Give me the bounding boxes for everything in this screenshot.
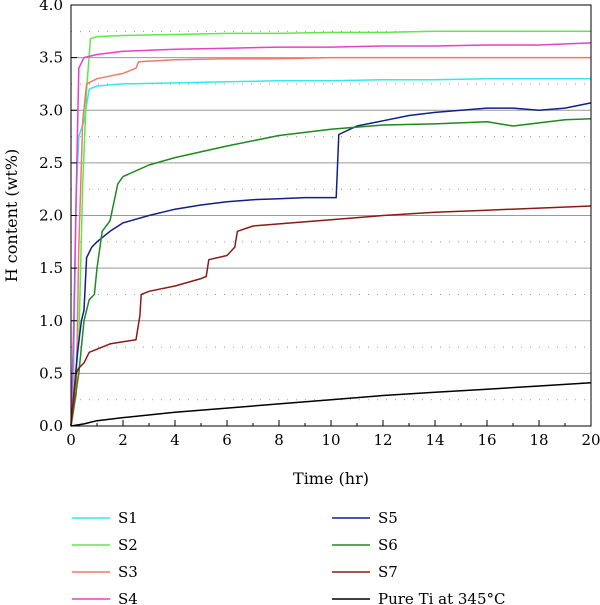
x-tick-label: 2 [118,431,128,449]
axis-ticks: 0 2 4 6 8 10 12 14 16 18 20 0.0 0.5 1.0 1.5 2.0 2.5 3.0 3.… [39,0,600,449]
x-tick-label: 0 [66,431,76,449]
series-line-3 [70,56,591,427]
y-axis-title: H content (wt%) [2,149,21,282]
y-tick-label: 1.5 [39,259,63,277]
series-line-6 [70,117,592,427]
x-tick-label: 14 [425,431,444,449]
x-axis-title: Time (hr) [293,469,369,488]
y-tick-label: 3.5 [39,49,63,67]
series-line-8 [70,382,592,427]
legend-label: S1 [118,509,138,527]
legend-label: S3 [118,563,138,581]
x-tick-label: 8 [274,431,284,449]
legend: S1 S2 S3 S4 S5 S6 S7 Pure Ti at 345°C [72,509,506,605]
y-tick-label: 0.0 [39,417,63,435]
legend-label: S2 [118,536,138,554]
y-tick-label: 1.0 [39,312,63,330]
y-tick-label: 2.0 [39,207,63,225]
series-line-1 [70,77,591,427]
legend-label: S6 [378,536,398,554]
legend-label: Pure Ti at 345°C [378,590,506,605]
y-tick-label: 3.0 [39,101,63,119]
series-line-2 [70,30,591,427]
legend-label: S5 [378,509,398,527]
legend-label: S4 [118,590,138,605]
x-tick-label: 12 [373,431,392,449]
x-tick-label: 4 [170,431,180,449]
x-tick-label: 16 [477,431,496,449]
series-lines [70,30,592,427]
legend-label: S7 [378,563,398,581]
series-line-5 [70,102,592,427]
y-tick-label: 2.5 [39,154,63,172]
x-tick-label: 6 [222,431,232,449]
x-tick-label: 20 [581,431,600,449]
y-tick-label: 4.0 [39,0,63,14]
y-tick-label: 0.5 [39,364,63,382]
series-line-4 [70,42,592,427]
x-tick-label: 18 [529,431,548,449]
x-tick-label: 10 [321,431,340,449]
series-line-7 [70,205,592,427]
